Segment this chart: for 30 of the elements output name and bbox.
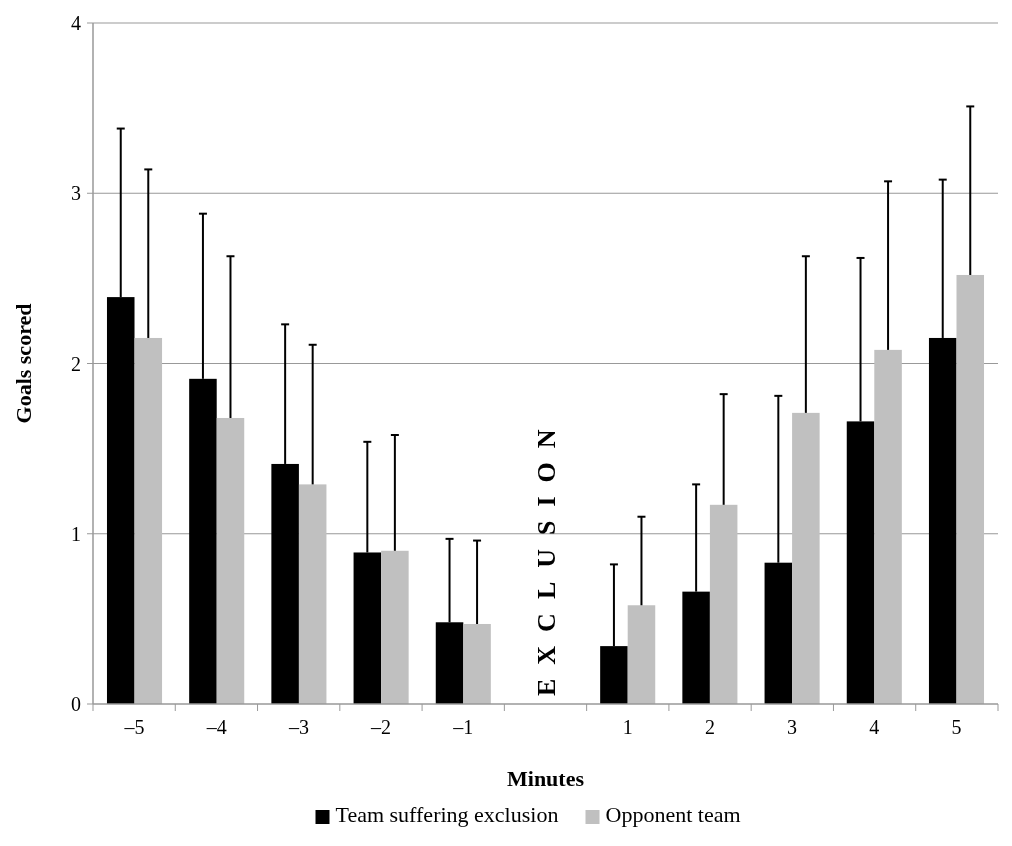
bar (463, 623, 491, 704)
y-tick-label: 2 (71, 352, 81, 375)
y-tick-label: 4 (71, 12, 81, 34)
x-tick-label: 5 (951, 716, 962, 738)
x-tick-label: 4 (869, 716, 880, 738)
x-tick-label: 2 (704, 716, 715, 738)
x-tick-label: 1 (622, 716, 633, 738)
bar (874, 349, 902, 704)
bar (627, 605, 656, 704)
x-tick-label: –1 (452, 716, 474, 738)
y-tick-label: 1 (71, 522, 81, 545)
bar (298, 484, 327, 704)
y-axis-title: Goals scored (11, 303, 36, 424)
annotation: EXCLUSION (531, 415, 561, 696)
x-tick-label: –3 (287, 716, 309, 738)
x-tick-label: 3 (787, 716, 798, 738)
x-tick-label: –2 (370, 716, 392, 738)
x-tick-label: –5 (123, 716, 145, 738)
bar (134, 337, 163, 704)
bar (381, 550, 409, 704)
bar (216, 417, 245, 704)
bar (956, 274, 985, 704)
x-axis-title: Minutes (507, 766, 585, 791)
bar (792, 412, 820, 704)
legend-label: Opponent team (605, 802, 741, 827)
legend-label: Team suffering exclusion (335, 802, 559, 827)
x-tick-label: –4 (205, 716, 227, 738)
bar (709, 504, 738, 704)
y-tick-label: 3 (71, 182, 81, 205)
y-tick-label: 0 (71, 693, 81, 715)
